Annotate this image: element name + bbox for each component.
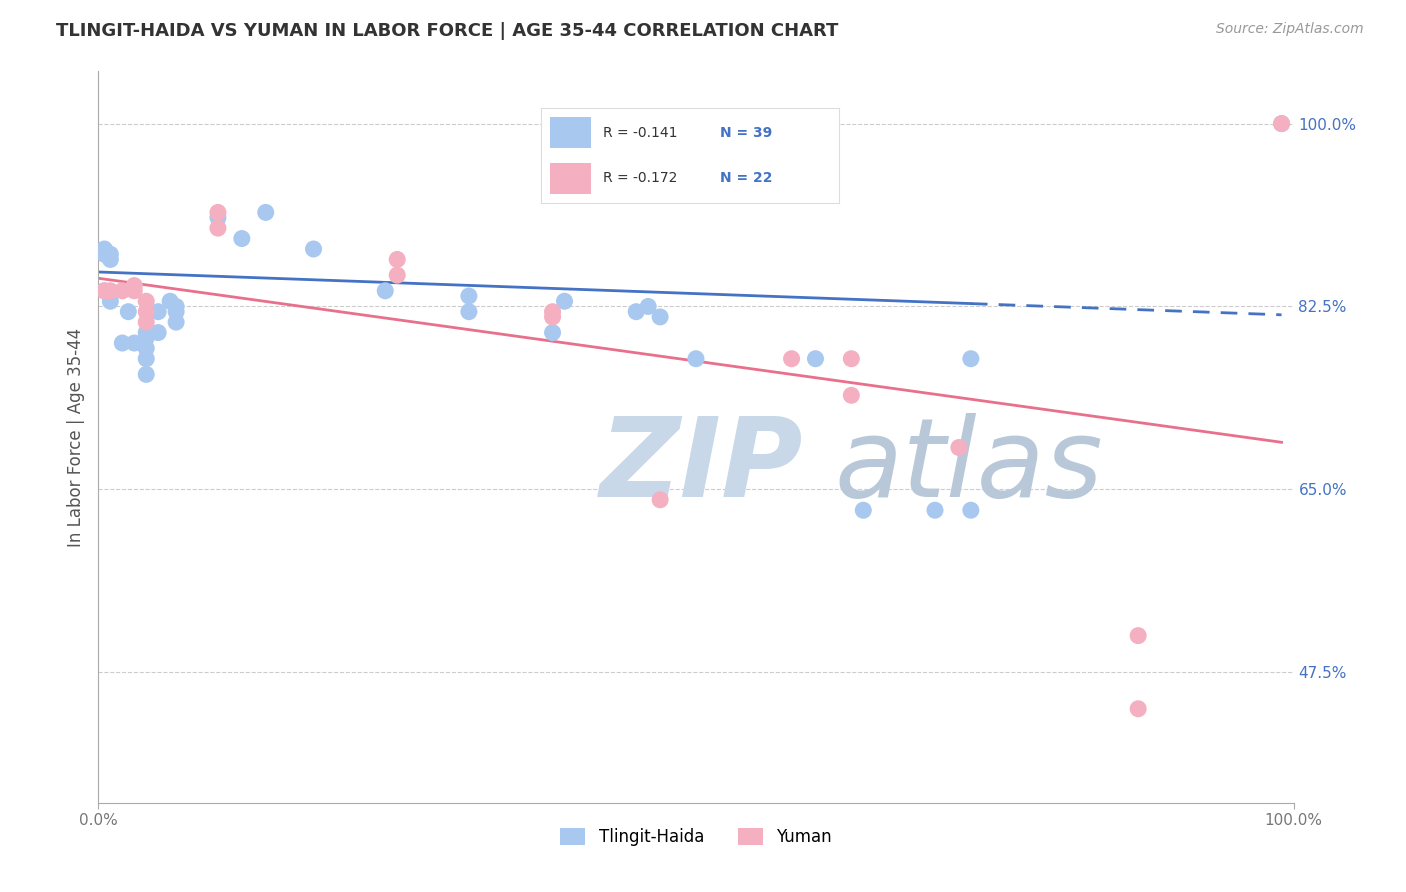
Point [98, 252, 122, 267]
Point [648, 492, 672, 507]
Point [780, 351, 803, 366]
Point [385, 252, 409, 267]
Point [458, 289, 481, 303]
Point [93, 284, 115, 298]
Point [124, 336, 146, 351]
Point [135, 331, 157, 345]
Point [924, 503, 946, 517]
Point [254, 205, 277, 219]
Point [207, 205, 229, 219]
Point [165, 300, 187, 314]
Point [207, 221, 229, 235]
Point [98, 294, 122, 309]
Point [111, 284, 134, 298]
Point [93, 284, 115, 298]
Point [374, 284, 396, 298]
Point [948, 441, 970, 455]
Text: atlas: atlas [835, 413, 1104, 520]
Point [93, 247, 115, 261]
Point [960, 351, 983, 366]
Point [541, 326, 564, 340]
Point [111, 336, 134, 351]
Point [135, 315, 157, 329]
Point [135, 368, 157, 382]
Point [165, 315, 187, 329]
Point [148, 304, 170, 318]
Point [1271, 117, 1294, 131]
Point [93, 242, 115, 256]
Point [148, 326, 170, 340]
Point [98, 247, 122, 261]
Text: Source: ZipAtlas.com: Source: ZipAtlas.com [1216, 22, 1364, 37]
Point [135, 351, 157, 366]
Point [159, 294, 181, 309]
Point [124, 278, 146, 293]
Point [1271, 117, 1294, 131]
Point [302, 242, 325, 256]
Point [554, 294, 576, 309]
Point [165, 304, 187, 318]
Point [231, 231, 253, 245]
Point [124, 284, 146, 298]
Y-axis label: In Labor Force | Age 35-44: In Labor Force | Age 35-44 [66, 327, 84, 547]
Point [1128, 629, 1150, 643]
Text: TLINGIT-HAIDA VS YUMAN IN LABOR FORCE | AGE 35-44 CORRELATION CHART: TLINGIT-HAIDA VS YUMAN IN LABOR FORCE | … [56, 22, 838, 40]
Point [135, 326, 157, 340]
Point [135, 304, 157, 318]
Point [960, 503, 983, 517]
Point [626, 304, 648, 318]
Legend: Tlingit-Haida, Yuman: Tlingit-Haida, Yuman [554, 822, 838, 853]
Point [637, 300, 659, 314]
Point [841, 351, 863, 366]
Point [98, 284, 122, 298]
Point [135, 294, 157, 309]
Point [458, 304, 481, 318]
Point [541, 304, 564, 318]
Point [207, 211, 229, 225]
Point [385, 268, 409, 282]
Point [1128, 702, 1150, 716]
Point [685, 351, 707, 366]
Point [117, 304, 139, 318]
Point [804, 351, 827, 366]
Point [852, 503, 875, 517]
Text: ZIP: ZIP [600, 413, 804, 520]
Point [648, 310, 672, 324]
Point [541, 310, 564, 324]
Point [135, 341, 157, 355]
Point [841, 388, 863, 402]
